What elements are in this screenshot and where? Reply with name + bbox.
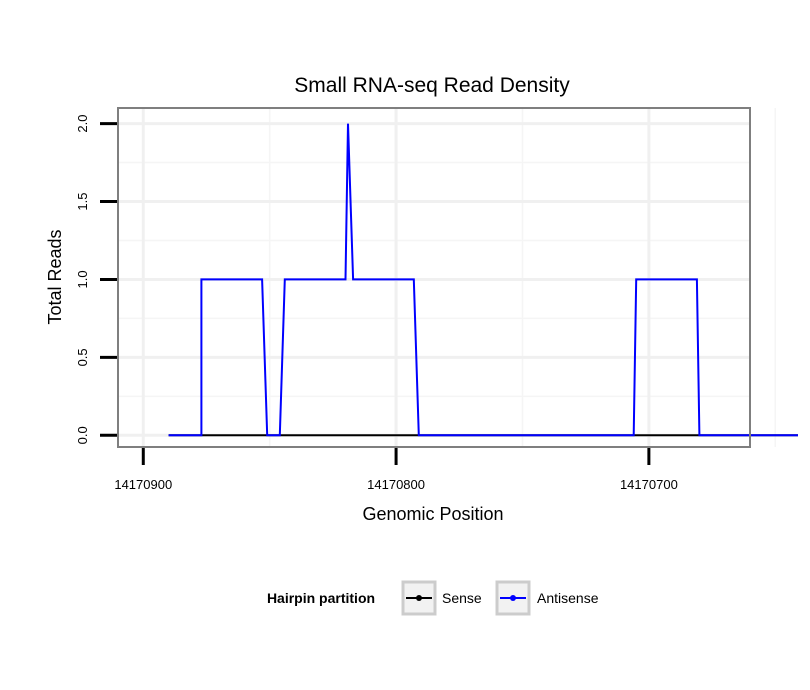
- legend-label-sense: Sense: [442, 590, 482, 606]
- legend-item-antisense: Antisense: [495, 580, 599, 616]
- plot-area: 0.0 0.5 1.0 1.5 2.0 14170900 14170800 14170700: [75, 107, 798, 492]
- plot-background: [118, 108, 750, 447]
- x-axis-label: Genomic Position: [362, 504, 503, 524]
- legend-marker-antisense: [510, 595, 516, 601]
- legend-title: Hairpin partition: [267, 590, 375, 606]
- plot-border: [117, 107, 751, 448]
- y-tick-label: 1.0: [75, 270, 90, 288]
- y-tick-label: 1.5: [75, 192, 90, 210]
- series-line-antisense: [168, 123, 798, 437]
- x-tick-label: 14170900: [114, 477, 172, 492]
- chart-title: Small RNA-seq Read Density: [294, 74, 570, 97]
- x-tick-label: 14170700: [620, 477, 678, 492]
- legend: Hairpin partition Sense Antisense: [267, 580, 599, 616]
- y-axis-label: Total Reads: [45, 229, 65, 324]
- y-tick-label: 2.0: [75, 115, 90, 133]
- y-tick-label: 0.0: [75, 426, 90, 444]
- legend-item-sense: Sense: [401, 580, 482, 616]
- x-tick-label: 14170800: [367, 477, 425, 492]
- y-tick-label: 0.5: [75, 348, 90, 366]
- legend-marker-sense: [416, 595, 422, 601]
- legend-label-antisense: Antisense: [537, 590, 599, 606]
